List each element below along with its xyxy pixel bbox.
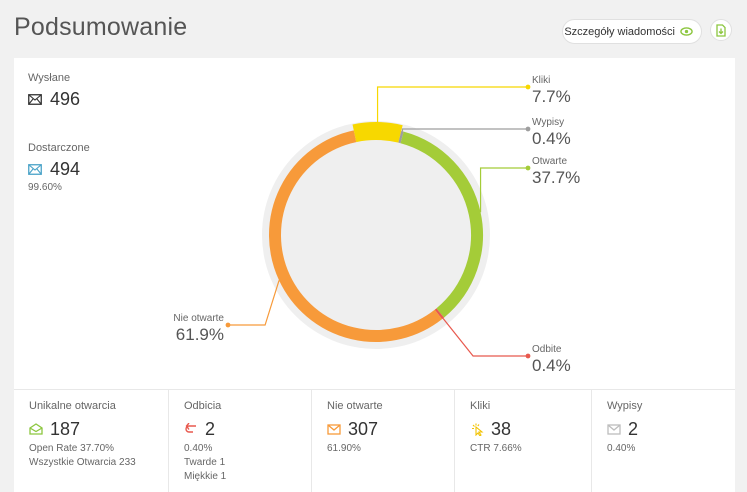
eye-icon (680, 27, 693, 36)
metric-detail: Wszystkie Otwarcia 233 (29, 457, 136, 468)
callout-dot-0 (525, 84, 531, 90)
delivered-label: Dostarczone (28, 142, 90, 154)
metric-title: Kliki (470, 400, 491, 412)
callout-label: Wypisy (532, 117, 565, 128)
delivered-value: 494 (50, 159, 81, 179)
callout-value: 37.7% (532, 168, 581, 187)
callout-line-4 (228, 280, 280, 326)
envelope-unsubscribe-icon (607, 424, 621, 435)
metric-value: 2 (205, 419, 216, 439)
click-icon (472, 423, 484, 436)
callout-dot-3 (525, 353, 531, 359)
metric-detail: Open Rate 37.70% (29, 443, 115, 454)
callout-value: 0.4% (532, 356, 571, 375)
delivered-stat: Dostarczone 494 99.60% (28, 142, 90, 193)
metric-detail: 0.40% (607, 443, 636, 454)
metric-detail: CTR 7.66% (470, 443, 522, 454)
metric-value: 2 (628, 419, 639, 439)
sent-stat: Wysłane 496 (28, 72, 80, 110)
envelope-sent-icon (28, 94, 42, 105)
callout-label: Kliki (532, 75, 551, 86)
callout-line-1 (401, 128, 528, 132)
callout-label: Odbite (532, 344, 562, 355)
donut-slice-kliki[interactable] (352, 122, 403, 143)
metric-value: 38 (491, 419, 512, 439)
metric-odbicia: Odbicia 2 0.40% Twarde 1 Miękkie 1 (169, 390, 312, 492)
callout-label: Nie otwarte (173, 313, 224, 324)
metric-value: 187 (50, 419, 81, 439)
page-title: Podsumowanie (14, 13, 188, 41)
callout-otwarte: Otwarte 37.7% (532, 156, 580, 188)
header: Podsumowanie Szczegóły wiadomości (0, 0, 747, 56)
delivery-donut-chart (225, 84, 531, 359)
metric-title: Odbicia (184, 400, 222, 412)
donut-slice-nie-otwarte[interactable] (269, 130, 443, 342)
callout-dot-1 (525, 126, 531, 132)
metric-unikalne-otwarcia: Unikalne otwarcia 187 Open Rate 37.70% Wszy… (14, 390, 169, 492)
callout-dot-4 (225, 322, 231, 328)
callout-kliki: Kliki 7.7% (532, 75, 571, 107)
callout-dot-2 (525, 165, 531, 171)
callout-nie-otwarte: Nie otwarte 61.9% (173, 313, 224, 345)
download-button[interactable] (710, 19, 732, 41)
metric-title: Unikalne otwarcia (29, 400, 116, 412)
donut-slice-wypisy[interactable] (398, 131, 404, 144)
callout-label: Otwarte (532, 156, 568, 167)
envelope-delivered-icon (28, 164, 42, 175)
callout-wypisy: Wypisy 0.4% (532, 117, 571, 149)
bounce-arrow-icon (185, 423, 196, 433)
metric-detail: Twarde 1 (184, 457, 226, 468)
donut-slice-odbite[interactable] (434, 308, 445, 320)
download-icon (716, 23, 726, 37)
metrics-row: Unikalne otwarcia 187 Open Rate 37.70% Wszy… (14, 389, 735, 492)
envelope-closed-icon (327, 424, 341, 435)
sent-label: Wysłane (28, 72, 71, 84)
donut-slice-otwarte[interactable] (400, 131, 483, 318)
metric-title: Nie otwarte (327, 400, 383, 412)
envelope-open-icon (29, 423, 43, 435)
summary-panel: Wysłane 496 Dostarczone 494 99.60% Kliki… (14, 58, 735, 492)
metric-nie-otwarte: Nie otwarte 307 61.90% (312, 390, 455, 492)
metric-detail: 0.40% (184, 443, 213, 454)
metric-value: 307 (348, 419, 379, 439)
sent-value: 496 (50, 89, 81, 109)
metric-wypisy: Wypisy 2 0.40% (592, 390, 735, 492)
message-details-button[interactable]: Szczegóły wiadomości (562, 19, 702, 44)
metric-detail: Miękkie 1 (184, 471, 227, 482)
delivered-percent: 99.60% (28, 182, 62, 193)
callout-line-3 (442, 318, 528, 357)
metric-kliki: Kliki 38 CTR 7.66% (455, 390, 592, 492)
callout-line-2 (479, 167, 528, 213)
callout-value: 0.4% (532, 129, 571, 148)
callout-line-0 (376, 86, 528, 127)
callout-value: 61.9% (175, 325, 224, 344)
metric-title: Wypisy (607, 400, 643, 412)
message-details-label: Szczegóły wiadomości (564, 25, 675, 38)
metric-detail: 61.90% (327, 443, 361, 454)
callout-value: 7.7% (532, 87, 571, 106)
callout-odbite: Odbite 0.4% (532, 344, 571, 376)
